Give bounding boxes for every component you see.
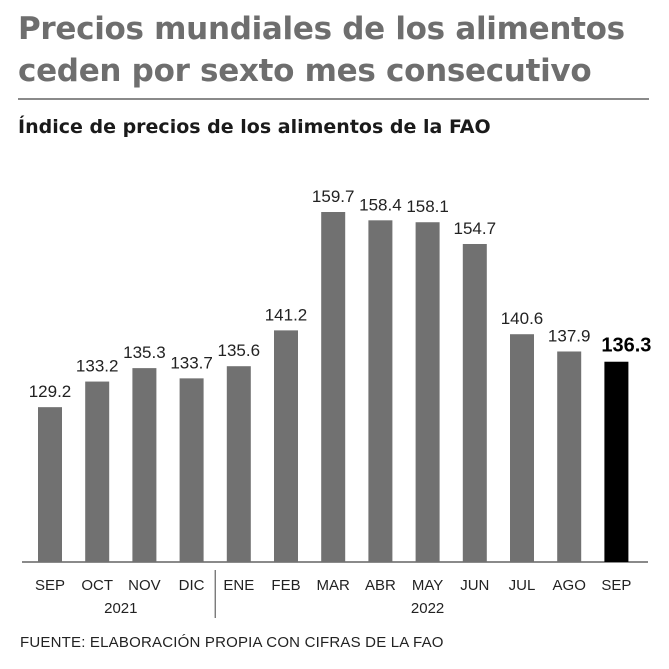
- data-label: 136.3: [601, 335, 651, 357]
- bar: [274, 330, 298, 562]
- x-tick-label: AGO: [553, 577, 586, 594]
- x-tick-label: JUN: [460, 577, 489, 594]
- title-line-2: ceden por sexto mes consecutivo: [18, 53, 592, 89]
- bar: [415, 222, 440, 562]
- chart-subtitle: Índice de precios de los alimentos de la…: [18, 116, 491, 138]
- x-tick-label: SEP: [601, 577, 631, 594]
- x-tick-label: ABR: [365, 577, 396, 594]
- data-label: 135.3: [123, 343, 166, 362]
- year-label: 2022: [411, 600, 444, 617]
- bar: [557, 351, 582, 562]
- year-label: 2021: [104, 600, 137, 617]
- bar: [604, 361, 629, 562]
- bar: [462, 243, 487, 563]
- bar: [321, 212, 346, 562]
- x-tick-label: SEP: [35, 577, 65, 594]
- bar: [85, 381, 110, 562]
- x-tick-label: MAY: [412, 577, 443, 594]
- x-tick-label: OCT: [81, 577, 113, 594]
- bar: [38, 407, 62, 562]
- data-label: 129.2: [29, 382, 72, 401]
- chart-title: Precios mundiales de los alimentos ceden…: [18, 8, 648, 92]
- bar: [132, 368, 157, 562]
- data-label: 154.7: [454, 219, 497, 238]
- x-tick-label: ENE: [223, 577, 254, 594]
- data-label: 159.7: [312, 187, 355, 206]
- source-note: FUENTE: ELABORACIÓN PROPIA CON CIFRAS DE…: [20, 634, 444, 651]
- data-label: 158.4: [359, 195, 402, 214]
- title-divider: [18, 98, 649, 100]
- bar: [368, 220, 393, 562]
- bar: [179, 378, 204, 562]
- x-tick-label: NOV: [128, 577, 161, 594]
- x-tick-label: FEB: [271, 577, 300, 594]
- data-label: 137.9: [548, 326, 591, 345]
- data-label: 141.2: [265, 305, 308, 324]
- data-label: 133.2: [76, 357, 119, 376]
- data-label: 140.6: [501, 309, 544, 328]
- x-tick-label: JUL: [509, 577, 536, 594]
- data-label: 133.7: [170, 353, 213, 372]
- bar: [510, 334, 534, 562]
- x-tick-label: MAR: [317, 577, 351, 594]
- bar: [226, 366, 251, 562]
- data-label: 158.1: [406, 197, 449, 216]
- data-label: 135.6: [218, 341, 261, 360]
- title-line-1: Precios mundiales de los alimentos: [18, 11, 625, 47]
- bar-chart: 129.2 SEP 133.2 OCT 135.3 NOV 133.7 DIC 135.6 ENE…: [22, 187, 651, 618]
- x-tick-label: DIC: [179, 577, 205, 594]
